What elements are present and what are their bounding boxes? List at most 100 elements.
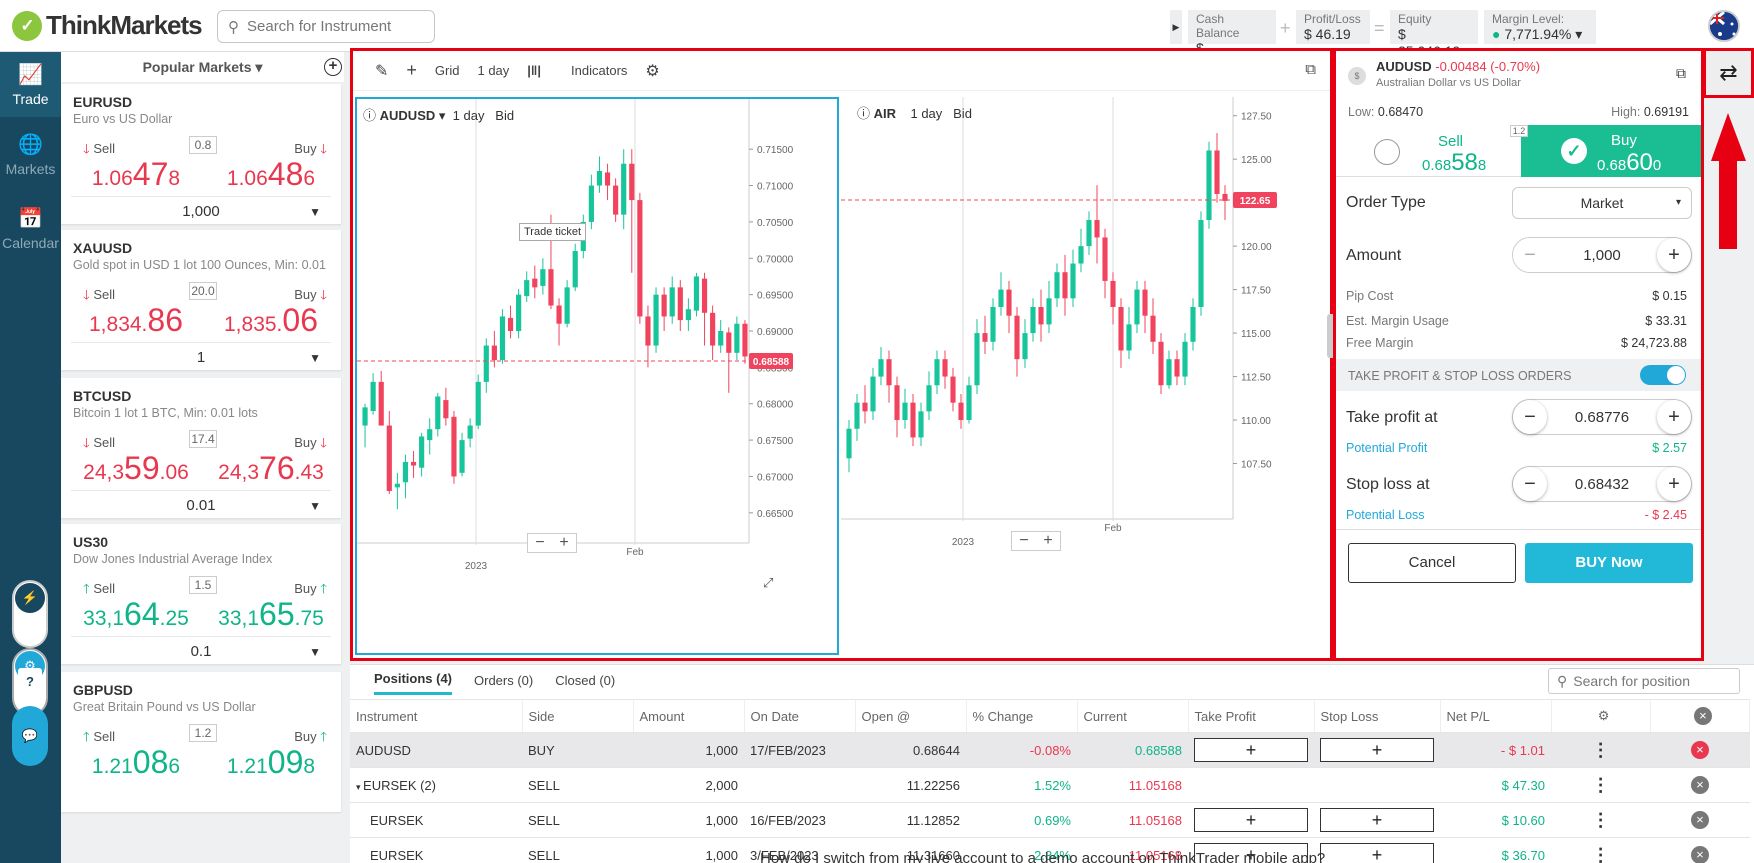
expand-caret-icon[interactable]: ▾ bbox=[356, 781, 364, 792]
sell-radio[interactable] bbox=[1374, 139, 1400, 165]
buy-price-button[interactable]: 1.06486 bbox=[206, 156, 336, 193]
tab-closed[interactable]: Closed (0) bbox=[555, 672, 616, 688]
amount-select[interactable]: 0.01 ▼ bbox=[71, 490, 331, 520]
market-card-eurusd[interactable]: EURUSD Euro vs US Dollar 🡓 Sell 0.8 Buy … bbox=[61, 84, 341, 224]
buy-price-button[interactable]: 1.21098 bbox=[206, 744, 336, 781]
amount-select[interactable]: 0.1 ▼ bbox=[71, 636, 331, 666]
column-header[interactable]: Current bbox=[1077, 699, 1189, 733]
chart-symbol[interactable]: AUDUSD bbox=[379, 108, 436, 123]
sell-button[interactable]: Sell 0.68588 bbox=[1336, 125, 1521, 177]
margin-level[interactable]: Margin Level: ● 7,771.94% ▾ bbox=[1484, 10, 1596, 44]
close-all[interactable]: × bbox=[1650, 699, 1751, 733]
lightning-toggle[interactable]: ⚡ bbox=[12, 580, 48, 648]
indicators-button[interactable]: Indicators bbox=[571, 63, 628, 78]
sell-price-button[interactable]: 1.21086 bbox=[71, 744, 201, 781]
market-card-btcusd[interactable]: BTCUSD Bitcoin 1 lot 1 BTC, Min: 0.01 lo… bbox=[61, 378, 341, 518]
column-header[interactable]: Take Profit bbox=[1188, 699, 1315, 733]
chart-symbol[interactable]: AIR bbox=[873, 106, 897, 121]
close-position-icon[interactable]: × bbox=[1690, 741, 1709, 759]
sell-price-button[interactable]: 1,834.86 bbox=[71, 302, 201, 339]
minus-button[interactable]: − bbox=[1513, 400, 1547, 434]
more-options-icon[interactable]: ⋮ bbox=[1551, 802, 1651, 838]
help-book-icon[interactable]: ? bbox=[18, 668, 42, 696]
plus-button[interactable]: + bbox=[1656, 238, 1691, 272]
crosshair-icon[interactable]: + bbox=[406, 60, 417, 80]
close-all-icon[interactable]: × bbox=[1693, 707, 1712, 725]
tab-positions[interactable]: Positions (4) bbox=[374, 665, 453, 695]
candlestick-icon[interactable]: |‖| bbox=[527, 63, 542, 78]
popout-icon[interactable]: ⧉ bbox=[1676, 65, 1686, 81]
tab-orders[interactable]: Orders (0) bbox=[474, 672, 534, 688]
amount-stepper[interactable]: − 1,000 + bbox=[1512, 237, 1692, 273]
buy-now-button[interactable]: BUY Now bbox=[1525, 543, 1693, 583]
cell-take-profit[interactable]: + bbox=[1188, 802, 1314, 838]
close-position-icon[interactable]: × bbox=[1690, 811, 1709, 829]
audusd-chart-panel[interactable]: 0.71500 0.71000 0.70500 0.70000 0.69500 0.690… bbox=[355, 97, 839, 655]
zoom-out-button[interactable]: − bbox=[1019, 532, 1029, 549]
cell-stop-loss[interactable]: + bbox=[1314, 837, 1440, 863]
column-header[interactable]: On Date bbox=[744, 699, 856, 733]
column-header[interactable]: Stop Loss bbox=[1314, 699, 1441, 733]
expand-icon[interactable]: ⤢ bbox=[763, 575, 774, 590]
audusd-chart[interactable]: 0.71500 0.71000 0.70500 0.70000 0.69500 0.690… bbox=[357, 99, 837, 653]
column-header[interactable]: % Change bbox=[966, 699, 1078, 733]
grid-button[interactable]: Grid bbox=[434, 63, 460, 78]
swap-panel-button[interactable]: ⇄ bbox=[1703, 48, 1754, 98]
add-market-icon[interactable]: + bbox=[324, 58, 342, 76]
more-options-icon[interactable]: ⋮ bbox=[1551, 767, 1651, 803]
sell-price-button[interactable]: 24,359.06 bbox=[71, 450, 201, 487]
sell-price-button[interactable]: 1.06478 bbox=[71, 156, 201, 193]
australia-flag-icon[interactable] bbox=[1708, 10, 1740, 42]
add-button[interactable]: + bbox=[1320, 843, 1434, 863]
zoom-in-button[interactable]: + bbox=[559, 534, 569, 551]
market-card-us30[interactable]: US30 Dow Jones Industrial Average Index … bbox=[61, 524, 341, 664]
pencil-icon[interactable]: ✎ bbox=[375, 62, 389, 80]
add-button[interactable]: + bbox=[1320, 738, 1434, 762]
amount-value[interactable]: 1,000 bbox=[1583, 246, 1621, 264]
zoom-out-button[interactable]: − bbox=[535, 534, 545, 551]
column-header[interactable]: Open @ bbox=[855, 699, 967, 733]
cell-stop-loss[interactable]: + bbox=[1314, 802, 1440, 838]
column-header[interactable]: Instrument bbox=[350, 699, 523, 733]
close-position-cell[interactable]: × bbox=[1650, 767, 1750, 803]
chat-icon[interactable]: 💬 bbox=[12, 706, 48, 766]
plus-button[interactable]: + bbox=[1656, 400, 1691, 434]
add-button[interactable]: + bbox=[1194, 843, 1308, 863]
buy-price-button[interactable]: 33,165.75 bbox=[206, 596, 336, 633]
amount-select[interactable]: 1 ▼ bbox=[71, 342, 331, 372]
position-search-input[interactable]: ⚲ Search for position bbox=[1548, 668, 1740, 694]
column-header[interactable]: Amount bbox=[633, 699, 745, 733]
nav-trade[interactable]: 📈 Trade bbox=[0, 52, 61, 117]
more-options-icon[interactable]: ⋮ bbox=[1551, 732, 1651, 768]
amount-select[interactable]: 1,000 ▼ bbox=[71, 196, 331, 226]
add-button[interactable]: + bbox=[1194, 808, 1308, 832]
table-row[interactable]: AUDUSD BUY 1,000 17/FEB/2023 0.68644 -0.… bbox=[350, 732, 1750, 768]
cell-take-profit[interactable]: + bbox=[1188, 837, 1314, 863]
nav-calendar[interactable]: 📅 Calendar bbox=[0, 206, 61, 261]
plus-button[interactable]: + bbox=[1656, 467, 1691, 501]
close-position-icon[interactable]: × bbox=[1690, 846, 1709, 863]
table-row[interactable]: EURSEK SELL 1,000 16/FEB/2023 11.12852 0… bbox=[350, 802, 1750, 838]
order-type-select[interactable]: Market ▾ bbox=[1512, 187, 1692, 219]
nav-markets[interactable]: 🌐 Markets bbox=[0, 132, 61, 187]
column-header[interactable]: Net P/L bbox=[1440, 699, 1552, 733]
table-row[interactable]: ▾ EURSEK (2) SELL 2,000 11.22256 1.52% 1… bbox=[350, 767, 1750, 803]
popular-markets-header[interactable]: Popular Markets ▾ + bbox=[61, 52, 344, 82]
popout-icon[interactable]: ⧉ bbox=[1305, 61, 1316, 78]
tpsl-toggle[interactable] bbox=[1640, 365, 1686, 385]
table-row[interactable]: EURSEK SELL 1,000 3/FEB/2023 11.31660 2.… bbox=[350, 837, 1750, 863]
stop-loss-stepper[interactable]: − 0.68432 + bbox=[1512, 466, 1692, 502]
cancel-button[interactable]: Cancel bbox=[1348, 543, 1516, 583]
add-button[interactable]: + bbox=[1194, 738, 1308, 762]
buy-price-button[interactable]: 1,835.06 bbox=[206, 302, 336, 339]
cell-stop-loss[interactable] bbox=[1314, 767, 1440, 803]
interval-button[interactable]: 1 day bbox=[477, 63, 510, 78]
column-header[interactable]: Side bbox=[522, 699, 634, 733]
gear-icon[interactable]: ⚙ bbox=[1597, 708, 1610, 723]
chart-settings-icon[interactable]: ⚙ bbox=[645, 62, 660, 80]
more-options-icon[interactable]: ⋮ bbox=[1551, 837, 1651, 863]
buy-button[interactable]: ✓ Buy 0.68600 bbox=[1521, 125, 1701, 177]
take-profit-stepper[interactable]: − 0.68776 + bbox=[1512, 399, 1692, 435]
air-chart[interactable]: 127.50125.00122.50120.00117.50115.00112.… bbox=[841, 97, 1327, 651]
cell-stop-loss[interactable]: + bbox=[1314, 732, 1440, 768]
